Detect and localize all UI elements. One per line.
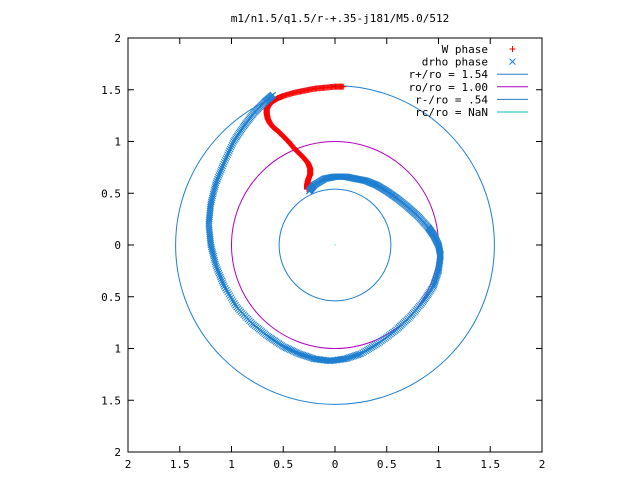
drho-phase-point <box>220 158 228 166</box>
drho-phase-point <box>229 140 237 147</box>
drho-phase-point <box>509 58 516 65</box>
drho-phase-point <box>227 143 235 151</box>
drho-phase-point <box>216 271 224 279</box>
drho-phase-point <box>213 177 221 185</box>
legend-label: rc/ro = NaN <box>415 106 488 119</box>
drho-phase-point <box>213 264 221 271</box>
drho-phase-point <box>215 269 223 277</box>
legend-label: ro/ro = 1.00 <box>409 81 488 94</box>
drho-phase-point <box>226 292 234 300</box>
y-tick-label: 2 <box>114 32 121 45</box>
drho-phase-point <box>219 162 227 170</box>
x-tick-label: 0.5 <box>377 458 397 471</box>
y-tick-label: 0.5 <box>101 291 121 304</box>
drho-phase-point <box>231 299 238 307</box>
drho-phase-point <box>217 166 225 174</box>
x-tick-label: 2 <box>125 458 132 471</box>
drho-phase-point <box>232 301 239 309</box>
drho-phase-point <box>217 273 224 281</box>
y-tick-label: 1.5 <box>101 394 121 407</box>
drho-phase-point <box>222 155 230 162</box>
y-tick-label: 1 <box>114 136 121 149</box>
legend-label: r+/ro = 1.54 <box>409 68 489 81</box>
x-tick-label: 2 <box>539 458 546 471</box>
drho-phase-point <box>216 170 224 177</box>
drho-phase-point <box>223 153 231 160</box>
chart-title: m1/n1.5/q1.5/r-+.35-j181/M5.0/512 <box>231 12 450 25</box>
drho-phase-point <box>220 160 227 168</box>
drho-phase-point <box>269 91 277 99</box>
drho-phase-point <box>224 151 231 159</box>
drho-phase-point <box>222 284 229 292</box>
drho-phase-point <box>226 145 234 153</box>
center-dot <box>334 244 336 246</box>
x-tick-label: 1 <box>435 458 442 471</box>
x-tick-label: 0 <box>332 458 339 471</box>
w-phase-point <box>509 46 516 52</box>
x-tick-label: 1.5 <box>170 458 190 471</box>
y-tick-label: 0 <box>114 239 121 252</box>
reference-circles <box>175 85 495 405</box>
drho-phase-point <box>224 288 231 296</box>
axis-ticks: 2 1.5 1 0.5 0 0.5 1 1.5 221.510.500.511.52 <box>101 32 545 471</box>
drho-phase-point <box>215 172 223 179</box>
legend-label: drho phase <box>422 56 488 69</box>
drho-phase-point <box>220 281 227 288</box>
drho-phase-point <box>228 141 236 149</box>
reference-circle <box>278 188 392 302</box>
y-tick-label: 2 <box>114 446 121 459</box>
drho-phase-point <box>225 149 232 157</box>
drho-phase-point <box>228 296 236 303</box>
drho-phase-point <box>217 275 225 283</box>
legend-label: W phase <box>442 43 488 56</box>
drho-phase-point <box>217 168 224 175</box>
drho-phase-point <box>218 277 226 285</box>
drho-phase-point <box>220 283 228 290</box>
drho-phase-point <box>218 164 226 172</box>
drho-phase-point <box>212 179 220 187</box>
drho-phase-point <box>212 181 219 189</box>
y-tick-label: 0.5 <box>101 187 121 200</box>
drho-phase-point <box>214 173 222 181</box>
drho-phase-point <box>219 279 227 286</box>
drho-phase-point <box>225 290 233 298</box>
phase-markers <box>205 83 444 365</box>
x-tick-label: 0.5 <box>273 458 293 471</box>
drho-phase-point <box>214 267 222 275</box>
drho-phase-point <box>214 266 221 273</box>
legend-label: r-/ro = .54 <box>415 93 488 106</box>
drho-phase-point <box>227 294 235 302</box>
y-tick-label: 1.5 <box>101 84 121 97</box>
drho-phase-point <box>229 298 237 305</box>
drho-phase-point <box>233 303 241 311</box>
x-tick-label: 1 <box>228 458 235 471</box>
drho-phase-point <box>221 156 229 164</box>
x-tick-label: 1.5 <box>480 458 500 471</box>
y-tick-label: 1 <box>114 343 121 356</box>
drho-phase-point <box>223 286 230 294</box>
drho-phase-point <box>214 175 221 183</box>
drho-phase-point <box>225 147 233 155</box>
